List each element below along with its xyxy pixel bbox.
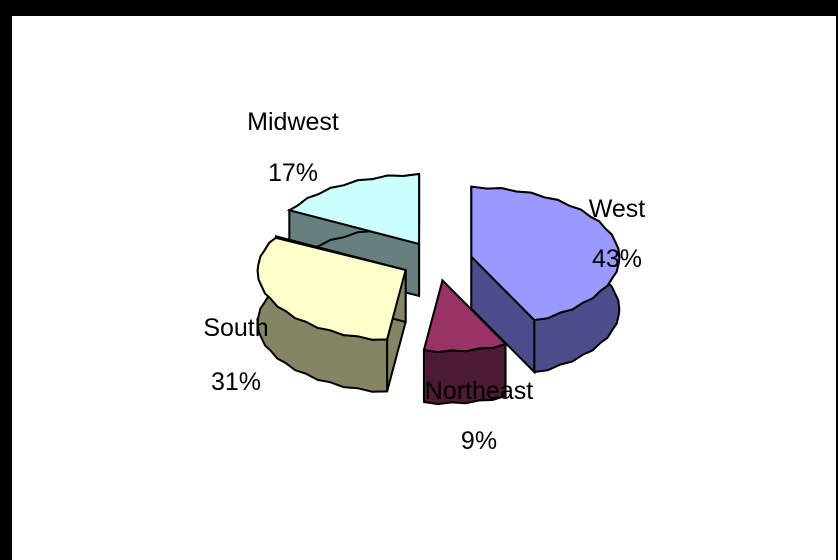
label-west-percent: 43% xyxy=(592,245,642,273)
label-midwest: Midwest 17% xyxy=(247,108,339,187)
label-midwest-name: Midwest xyxy=(247,108,339,136)
label-midwest-percent: 17% xyxy=(268,159,318,187)
slice-west xyxy=(470,185,621,375)
label-northeast-percent: 9% xyxy=(461,427,497,455)
slice-midwest-top xyxy=(286,172,421,246)
slice-south xyxy=(256,234,407,393)
slice-northeast xyxy=(422,278,508,406)
slice-south-top xyxy=(256,236,407,341)
label-west: West 43% xyxy=(589,195,646,273)
label-northeast: Northeast 9% xyxy=(425,377,533,455)
label-south-name: South xyxy=(203,314,268,342)
slice-northeast-top xyxy=(422,278,508,354)
label-south: South 31% xyxy=(203,314,268,396)
label-northeast-name: Northeast xyxy=(425,377,533,405)
label-west-name: West xyxy=(589,195,646,223)
chart-area: West 43% Northeast 9% South 31% Midwest … xyxy=(12,16,836,560)
pie-slices xyxy=(256,172,621,406)
pie-chart: West 43% Northeast 9% South 31% Midwest … xyxy=(203,108,646,455)
label-south-percent: 31% xyxy=(211,368,261,396)
slice-west-top xyxy=(470,185,621,322)
